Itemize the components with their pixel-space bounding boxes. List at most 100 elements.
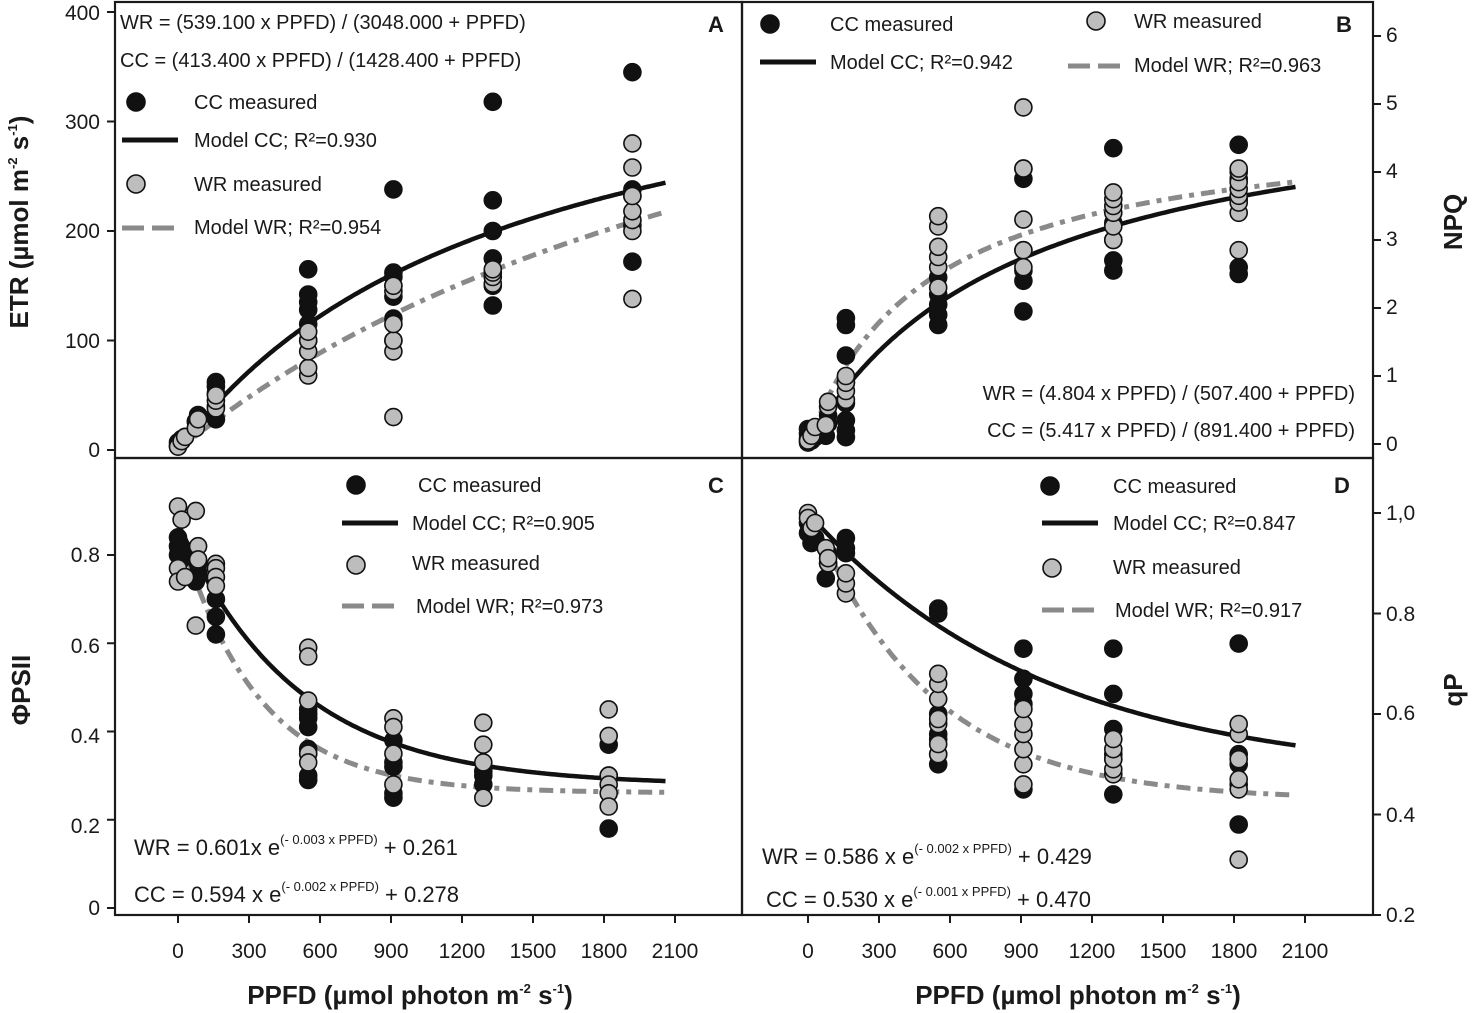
- panel-b-wr-point: [928, 206, 948, 226]
- y-tick-label: 0.6: [71, 635, 100, 658]
- panel-b-cc-point: [1229, 257, 1248, 277]
- panel-b-cc-point: [1104, 251, 1123, 270]
- panel-b-legend-model-wr: Model WR; R²=0.963: [1134, 55, 1321, 77]
- y-ticks-etr: 0 100 200 300 400: [65, 2, 100, 462]
- panel-c-wr-point: [473, 713, 493, 733]
- panel-d-eq-cc-prefix: CC = 0.530 x e: [766, 887, 913, 912]
- x-tick-label: 900: [1003, 940, 1038, 963]
- panel-d-wr-point: [1014, 699, 1033, 719]
- panel-c-legend-cc-measured: CC measured: [418, 475, 541, 497]
- x-title-right-pre: PPFD (: [915, 980, 1001, 1010]
- panel-d-legend-model-wr: Model WR; R²=0.917: [1115, 600, 1302, 622]
- phi-title-text: PSII: [6, 655, 36, 704]
- panel-a-cc-point: [623, 252, 642, 272]
- panel-d-legend-model-cc: Model CC; R²=0.847: [1113, 513, 1296, 535]
- panel-d-cc-point: [1104, 639, 1123, 659]
- panel-b-wr-point: [1229, 159, 1248, 178]
- y-ticks-phipsii: 0 0.2 0.4 0.6 0.8: [71, 544, 101, 920]
- etr-title-sup1: -2: [5, 157, 20, 169]
- panel-c-equation-wr: WR = 0.601x e(- 0.003 x PPFD) + 0.261: [134, 832, 458, 860]
- panel-d-eq-cc-suffix: + 0.470: [1011, 887, 1091, 912]
- x-tick-label: 600: [932, 940, 967, 963]
- x-tick-label: 1500: [510, 940, 557, 963]
- model-curves: [175, 179, 1296, 798]
- panel-c-wr-point: [384, 717, 403, 737]
- x-axis-title-right: PPFD (µmol photon m-2 s-1): [915, 980, 1241, 1010]
- panel-a-wr-point: [384, 314, 403, 334]
- panel-c-model-wr-line: [175, 526, 666, 795]
- x-tick-label: 2100: [1282, 940, 1329, 963]
- panel-b-legend-wr-measured: WR measured: [1134, 11, 1262, 33]
- panel-a-cc-point: [623, 62, 642, 82]
- panel-b-legend-cc-marker: [760, 14, 780, 34]
- y-tick-label: 1,0: [1386, 502, 1415, 525]
- panel-c-wr-point: [599, 700, 619, 719]
- y-ticks-qp: 0.2 0.4 0.6 0.8 1,0: [1386, 502, 1416, 927]
- x-title-left-mid: mol photon m: [347, 980, 519, 1010]
- x-axis-title-left: PPFD (µmol photon m-2 s-1): [247, 980, 573, 1010]
- panel-d-wr-point: [1229, 850, 1248, 870]
- panel-a-legend-model-wr: Model WR; R²=0.954: [194, 217, 381, 239]
- panel-d-wr-point: [1229, 769, 1248, 789]
- panel-d-cc-point: [1229, 815, 1248, 834]
- panel-d-legend-wr-marker: [1042, 558, 1062, 578]
- panel-a-equation-cc: CC = (413.400 x PPFD) / (1428.400 + PPFD…: [120, 50, 521, 72]
- panel-a-model-wr-line: [176, 209, 667, 452]
- panel-a-wr-point: [623, 289, 642, 309]
- y-tick-label: 400: [65, 2, 100, 25]
- y-tick-label: 2: [1386, 296, 1398, 319]
- panel-b-model-cc-line: [806, 184, 1296, 446]
- panel-b-wr-point: [928, 237, 948, 257]
- panel-a-wr-point: [623, 134, 642, 153]
- panel-b-legend-model-cc: Model CC; R²=0.942: [830, 52, 1013, 74]
- panel-c-eq-cc-exponent: (- 0.002 x PPFD): [281, 879, 379, 894]
- legend-marks: [122, 11, 1124, 613]
- panel-d-legend-cc-marker: [1040, 476, 1060, 496]
- panel-d-eq-wr-exponent: (- 0.002 x PPFD): [914, 841, 1012, 856]
- panel-c-wr-point: [599, 726, 619, 746]
- panel-b-wr-point: [1014, 210, 1033, 229]
- x-title-left-mu: µ: [332, 980, 347, 1010]
- x-title-right-post: ): [1232, 980, 1241, 1010]
- y-axis-title-npq: NPQ: [1438, 194, 1468, 250]
- x-title-left-pre: PPFD (: [247, 980, 333, 1010]
- y-tick-label: 1: [1386, 364, 1398, 387]
- panel-a-wr-point: [384, 407, 403, 427]
- panel-a-wr-point: [623, 158, 642, 177]
- panel-d-cc-point: [816, 568, 836, 588]
- panel-c-wr-point: [172, 510, 191, 530]
- phi-title-symbol: Φ: [6, 704, 36, 725]
- x-title-right-sup: -2: [1187, 981, 1199, 996]
- panel-a-wr-point: [483, 259, 503, 279]
- panel-d-wr-point: [805, 513, 825, 533]
- x-tick-label: 0: [172, 940, 184, 963]
- panel-a-cc-point: [483, 92, 503, 112]
- panel-b-cc-point: [836, 346, 856, 365]
- y-tick-label: 0.8: [1386, 603, 1415, 626]
- panel-b-wr-point: [1014, 257, 1033, 277]
- panel-label-d: D: [1334, 473, 1350, 498]
- panel-c-wr-point: [188, 550, 208, 569]
- y-tick-label: 0.4: [71, 725, 101, 748]
- x-tick-label: 1500: [1140, 940, 1187, 963]
- panel-c-legend-wr-measured: WR measured: [412, 553, 540, 575]
- panel-c-wr-point: [298, 691, 318, 710]
- panel-b-cc-point: [836, 308, 856, 328]
- panel-b-equation-cc: CC = (5.417 x PPFD) / (891.400 + PPFD): [987, 420, 1355, 442]
- panel-c-legend-wr-marker: [346, 555, 366, 575]
- panel-b-wr-point: [1229, 240, 1248, 260]
- data-points: [168, 62, 1248, 870]
- x-tick-label: 900: [373, 940, 408, 963]
- panel-c-eq-wr-exponent: (- 0.003 x PPFD): [280, 832, 378, 847]
- x-title-left-mid2: s: [531, 980, 553, 1010]
- panel-d-eq-cc-exponent: (- 0.001 x PPFD): [913, 884, 1011, 899]
- y-tick-label: 3: [1386, 228, 1398, 251]
- panel-a-legend-wr-measured: WR measured: [194, 174, 322, 196]
- panel-a-cc-point: [298, 285, 318, 304]
- panel-a-legend-cc-marker: [126, 92, 146, 112]
- panel-b-cc-point: [1229, 135, 1248, 155]
- x-title-left-post: ): [564, 980, 573, 1010]
- y-ticks-npq: 0 1 2 3 4 5 6: [1386, 24, 1398, 456]
- panel-c-cc-point: [599, 819, 619, 838]
